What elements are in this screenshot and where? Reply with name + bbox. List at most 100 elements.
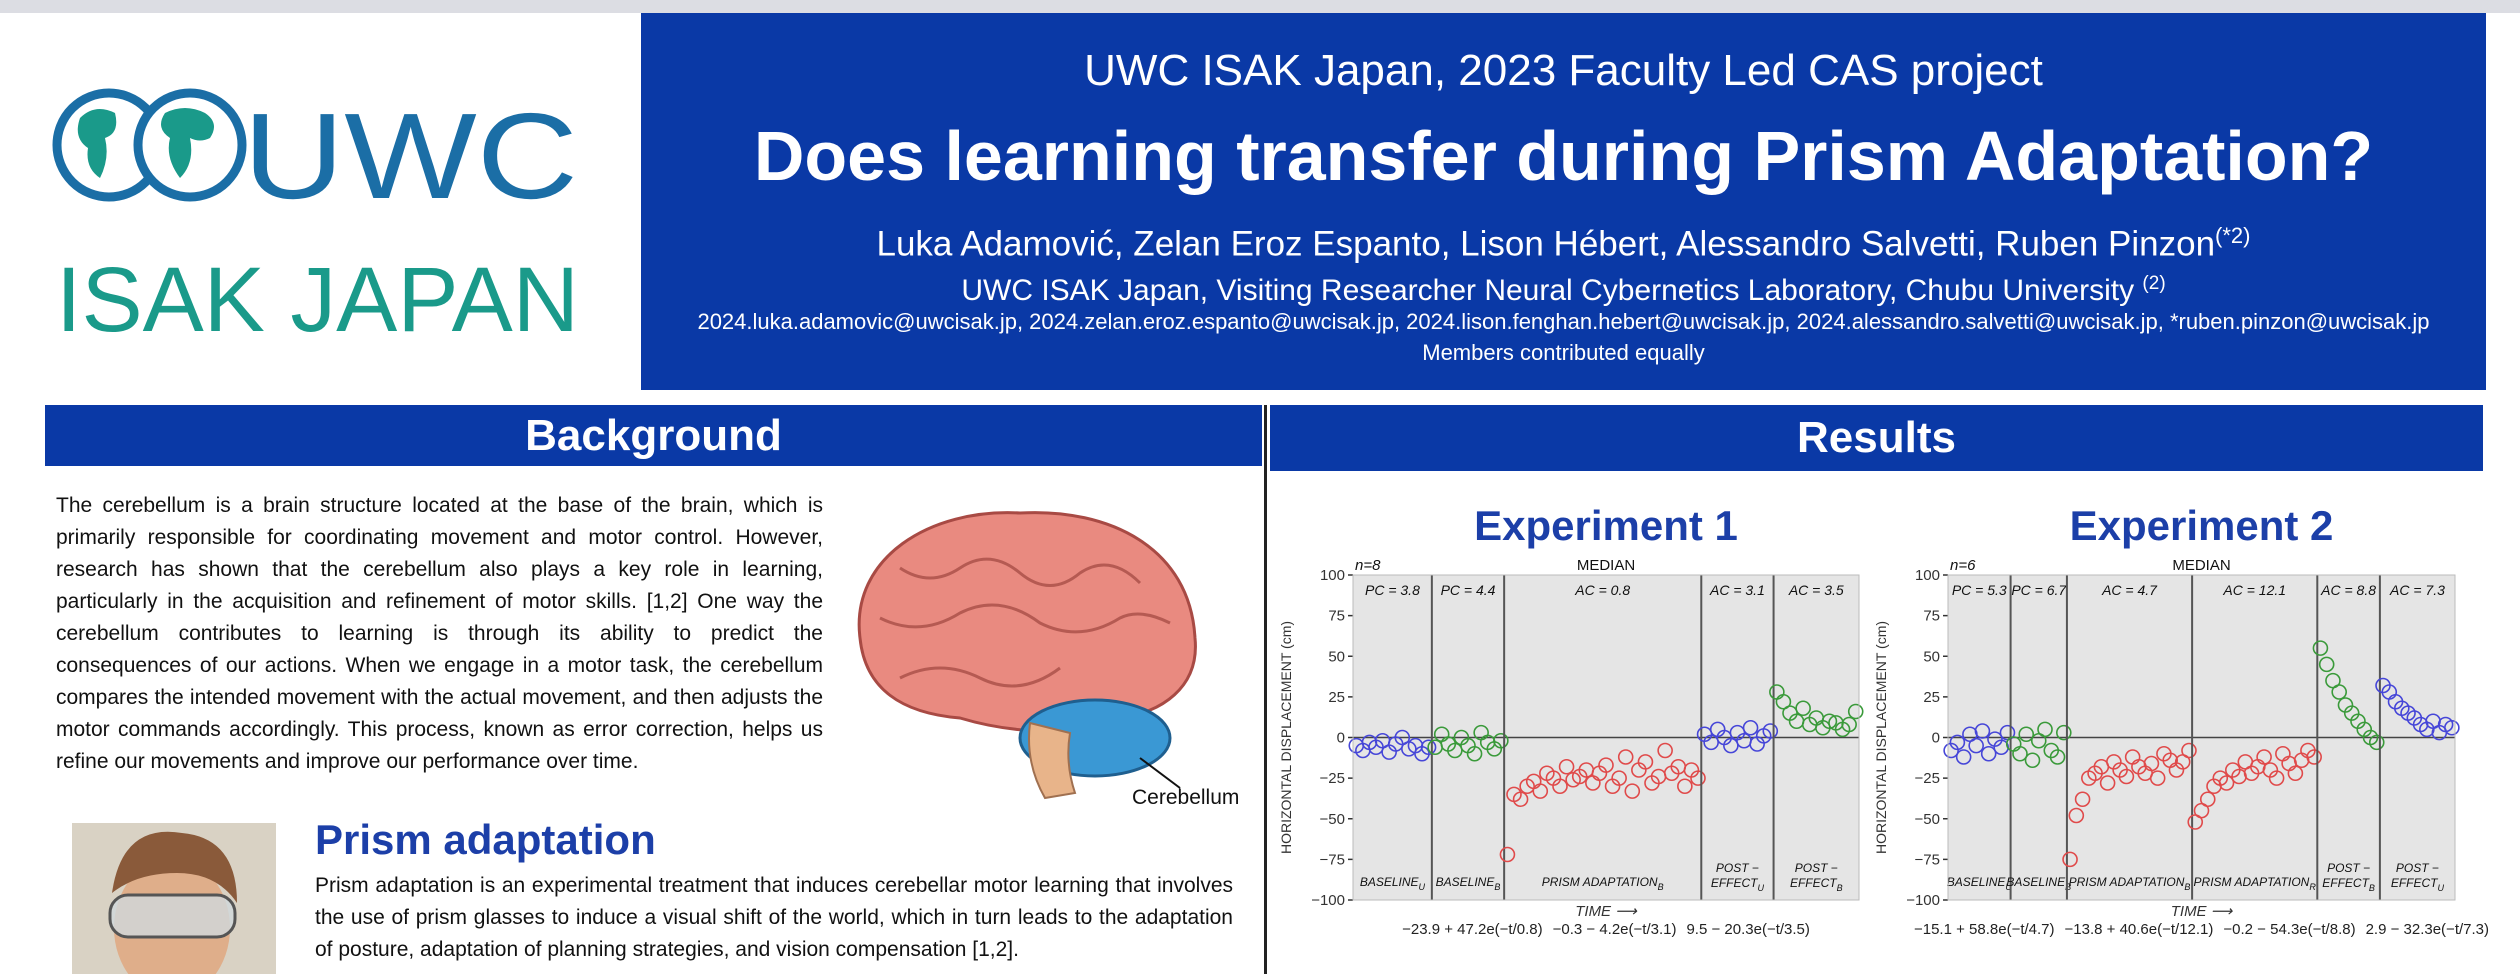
divider [1264,405,1267,974]
y-tick-label: 25 [1328,689,1345,706]
data-point [1974,723,1991,739]
data-point [2074,791,2091,808]
logo-text: UWC [243,88,578,224]
stat-label: MEDIAN [2172,557,2230,574]
data-point [2049,749,2066,765]
data-point [2444,719,2460,736]
data-point [2149,770,2166,786]
background-text: The cerebellum is a brain structure loca… [56,494,823,773]
data-point [1512,791,1529,808]
data-point [2012,745,2028,762]
y-tick-label: 50 [1328,648,1345,665]
phase-subscript: B [2184,882,2190,892]
y-tick-label: −25 [1915,770,1940,787]
data-point [2181,742,2197,759]
data-point [1420,739,1437,756]
phase-annotation: PC = 5.3 [1952,582,2007,598]
data-point [1637,754,1654,770]
y-tick-label: −50 [1915,811,1940,828]
phase-label: EFFECTB [1790,876,1843,893]
cerebrum [857,511,1197,733]
y-tick-label: −25 [1320,770,1345,787]
phase-label: BASELINEU [1947,875,2013,892]
photo [72,823,276,974]
continent [77,109,117,178]
fit-label: −0.2 − 54.3e(−t/8.8) [2223,921,2355,938]
data-point [1493,732,1509,749]
emails: 2024.luka.adamovic@uwcisak.jp, 2024.zela… [697,309,2430,334]
stat-label: MEDIAN [1577,557,1635,574]
affiliation-line: UWC ISAK Japan, Visiting Researcher Neur… [641,265,2486,310]
phase-annotation: PC = 3.8 [1365,582,1420,598]
continent [161,108,214,178]
x-axis-label: TIME ⟶ [1575,903,1638,920]
data-point [2143,755,2160,772]
phase-name: EFFECT [1711,876,1759,890]
x-axis-label: TIME ⟶ [2171,903,2234,920]
fit-label: 2.9 − 32.3e(−t/7.3) [2366,921,2489,938]
phase-name: EFFECT [2391,876,2439,890]
data-point [2368,734,2385,751]
data-point [1847,703,1864,720]
logo: UWC ISAK JAPAN [52,88,579,351]
data-point [1690,770,1706,786]
data-point [1955,749,1972,765]
phase-label: EFFECTU [2391,876,2445,893]
fit-label: −15.1 + 58.8e(−t/4.7) [1914,921,2055,938]
brain-figure: Cerebellum [857,511,1239,809]
data-point [1499,846,1516,863]
phase-label: BASELINEB [1436,875,1501,892]
y-tick-label: −100 [1311,892,1345,909]
phase-subscript: U [2438,883,2445,893]
header-box [641,13,2486,390]
data-point [2218,775,2235,791]
data-point [1980,745,1997,762]
data-point [1552,778,1568,795]
logo-text: ISAK JAPAN [56,249,579,351]
affiliation: UWC ISAK Japan, Visiting Researcher Neur… [961,274,2135,307]
data-point [2055,724,2072,741]
data-point [2199,791,2216,808]
y-tick-label: −100 [1906,892,1940,909]
data-point [1968,737,1984,754]
data-point [1657,742,1673,759]
phase-subscript: U [2005,882,2012,892]
phase-annotation: PC = 6.7 [2011,582,2067,598]
n-label: n=6 [1950,557,1976,574]
data-point [2018,726,2035,743]
phase-label: POST − [2327,861,2370,875]
figure-label: Cerebellum [1132,786,1239,809]
phase-label: EFFECTU [1711,876,1765,893]
phase-label: PRISM ADAPTATIONB [2069,875,2191,892]
chart-title: Experiment 2 [2070,502,2334,549]
phase-name: BASELINE [2006,875,2066,889]
section-heading: Background [45,405,1262,466]
y-tick-label: −75 [1915,851,1940,868]
y-axis-label: HORIZONTAL DISPLACEMENT (cm) [1873,621,1889,854]
y-tick-label: 100 [1320,567,1345,584]
data-point [1723,737,1739,754]
data-point [2287,765,2304,782]
data-point [1775,693,1792,710]
data-point [1598,757,1614,773]
phase-subscript: R [2309,882,2316,892]
phase-annotation: AC = 4.7 [2101,582,2158,598]
data-point [1742,719,1759,736]
data-point [1617,749,1634,765]
data-point [2037,721,2053,738]
plot-frame [1352,574,1860,901]
phase-name: POST − [2396,861,2439,875]
data-point [1624,783,1641,799]
phase-name: BASELINE [1436,875,1496,889]
data-point [2318,656,2335,673]
phase-subscript: B [2369,883,2375,893]
y-tick-label: 0 [1337,730,1345,747]
phase-annotation: AC = 3.1 [1709,582,1765,598]
data-point [2306,749,2322,765]
phase-subscript: B [1658,882,1664,892]
results-charts: Experiment 1 n=8 MEDIAN 100 75 50 25 0 −25 −50 −75… [1278,502,2489,938]
data-point [1466,745,1483,762]
phase-label: POST − [1795,861,1838,875]
phase-label: BASELINEU [1360,875,1426,892]
